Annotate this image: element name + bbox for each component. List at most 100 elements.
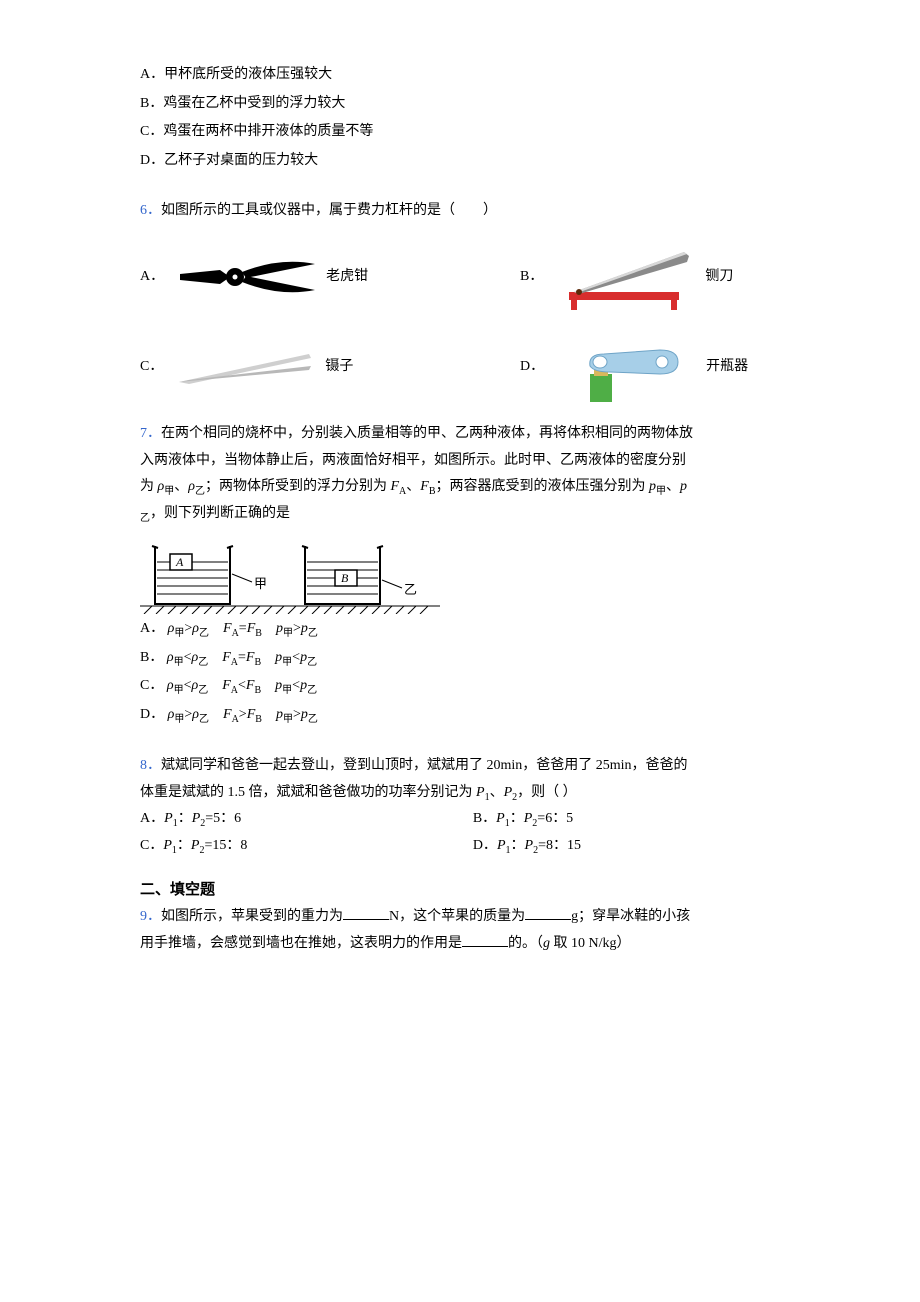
q6-block: 6．如图所示的工具或仪器中，属于费力杠杆的是（ ） A．: [140, 198, 780, 397]
q7a-rho2: ρ: [192, 621, 199, 636]
q8d-eq: =: [538, 838, 546, 853]
q7b-prel: <: [292, 650, 300, 665]
q7b-rho1: ρ: [167, 650, 174, 665]
q8-l2-tail: ，则（ ）: [517, 785, 577, 800]
q8b-val: 6：5: [545, 811, 573, 826]
beakers-icon: A 甲 B 乙: [140, 534, 440, 614]
q7-sep3: 、: [666, 479, 680, 494]
q7a-prel: >: [293, 621, 301, 636]
q6-c-letter: C．: [140, 354, 163, 381]
q7-sep2: 、: [406, 479, 420, 494]
q7b-rho2s: 乙: [198, 656, 208, 667]
q7d-rho1s: 甲: [174, 714, 184, 725]
q7-option-a: A． ρ甲>ρ乙 FA=FB p甲>p乙: [140, 616, 780, 643]
q7d-frel: >: [239, 707, 247, 722]
q7d-p2: p: [301, 707, 308, 722]
q7d-letter: D．: [140, 707, 164, 722]
q8b-eq: =: [537, 811, 545, 826]
q7a-p2s: 乙: [308, 628, 318, 639]
q7-block: 7．在两个相同的烧杯中，分别装入质量相等的甲、乙两种液体，再将体积相同的两物体放…: [140, 421, 780, 729]
q7c-prel: <: [292, 678, 300, 693]
q7-l3-p2: ；两物体所受到的浮力分别为: [205, 479, 387, 494]
beaker-a-label: A: [175, 555, 184, 569]
q7d-prel: >: [293, 707, 301, 722]
q9-blank-1: [343, 905, 389, 920]
q7-pyi-sub: 乙: [140, 513, 150, 524]
q8-P2: P: [504, 785, 513, 800]
q6-b-label: 铡刀: [705, 264, 733, 291]
q9-block: 9．如图所示，苹果受到的重力为N，这个苹果的质量为g；穿旱冰鞋的小孩 用手推墙，…: [140, 904, 780, 957]
q8-sep: 、: [490, 785, 504, 800]
q5-d-text: ．乙杯子对桌面的压力较大: [150, 153, 318, 168]
q8-number: 8．: [140, 758, 161, 773]
q8d-P1: P: [497, 838, 506, 853]
q7b-letter: B．: [140, 650, 163, 665]
q7c-p1s: 甲: [282, 685, 292, 696]
q8b-P1: P: [496, 811, 505, 826]
q7-pjia-sub: 甲: [656, 486, 666, 497]
q6-c-label: 镊子: [325, 354, 353, 381]
q7a-rho2s: 乙: [199, 628, 209, 639]
q7-l4-tail: ，则下列判断正确的是: [150, 506, 290, 521]
bottle-opener-icon: [550, 337, 700, 397]
q7b-f1s: A: [231, 656, 238, 667]
q7-stem-l2: 入两液体中，当物体静止后，两液面恰好相平，如图所示。此时甲、乙两液体的密度分别: [140, 448, 780, 475]
q7-sep1: 、: [174, 479, 188, 494]
q8-option-b: B．P1：P2=6：5: [473, 806, 780, 833]
q6-d-label: 开瓶器: [706, 354, 748, 381]
q9-blank-3: [462, 932, 508, 947]
q7a-frel: =: [239, 621, 247, 636]
q8b-P2: P: [524, 811, 533, 826]
q7b-rho1s: 甲: [174, 656, 184, 667]
pliers-icon: [170, 247, 320, 307]
q8-block: 8．斌斌同学和爸爸一起去登山，登到山顶时，斌斌用了 20min，爸爸用了 25m…: [140, 753, 780, 860]
q7b-f1: F: [222, 650, 231, 665]
beaker-jia-label: 甲: [254, 576, 267, 591]
q5-a-letter: A: [140, 67, 150, 82]
q9-g-text: 取 10 N/kg）: [550, 936, 631, 951]
q6-b-letter: B．: [520, 264, 543, 291]
q8-l2-p1: 体重是斌斌的 1.5 倍，斌斌和爸爸做功的功率分别记为: [140, 785, 473, 800]
q7a-f1s: A: [232, 628, 239, 639]
q7b-p1s: 甲: [282, 656, 292, 667]
q8-stem-l2: 体重是斌斌的 1.5 倍，斌斌和爸爸做功的功率分别记为 P1、P2，则（ ）: [140, 780, 780, 807]
q7d-f1s: A: [232, 714, 239, 725]
q8a-letter: A．: [140, 811, 164, 826]
q9-l1-p1: 如图所示，苹果受到的重力为: [161, 909, 343, 924]
q7-l3-p3: ；两容器底受到的液体压强分别为: [436, 479, 646, 494]
q7c-letter: C．: [140, 678, 163, 693]
q7-number: 7．: [140, 426, 161, 441]
q5-c-text: ．鸡蛋在两杯中排开液体的质量不等: [149, 124, 373, 139]
q7-pjia: p: [649, 479, 656, 494]
q6-stem: 如图所示的工具或仪器中，属于费力杠杆的是（ ）: [161, 203, 497, 218]
q7-option-c: C． ρ甲<ρ乙 FA<FB p甲<p乙: [140, 673, 780, 700]
beaker-b-label: B: [341, 571, 349, 585]
paper-cutter-icon: [549, 247, 699, 307]
q7-pyi: p: [680, 479, 687, 494]
q7-rho-yi: ρ: [188, 479, 195, 494]
q7d-rho2s: 乙: [199, 714, 209, 725]
q7d-f2s: B: [255, 714, 262, 725]
q8-option-a: A．P1：P2=5：6: [140, 806, 447, 833]
q8a-val: 5：6: [213, 811, 241, 826]
q7-rho-jia-sub: 甲: [164, 486, 174, 497]
q5-c-letter: C: [140, 124, 149, 139]
q8d-letter: D．: [473, 838, 497, 853]
q6-number: 6．: [140, 203, 161, 218]
q9-l2-tail: 的。（: [508, 936, 543, 951]
q6-a-label: 老虎钳: [326, 264, 368, 291]
q6-choice-row-1: A． 老虎钳 B．: [140, 247, 780, 307]
q8a-P1: P: [164, 811, 173, 826]
q7a-p1s: 甲: [283, 628, 293, 639]
q8-option-c: C．P1：P2=15：8: [140, 833, 447, 860]
q8a-P2: P: [192, 811, 201, 826]
q7b-frel: =: [238, 650, 246, 665]
q7-stem-l1: 在两个相同的烧杯中，分别装入质量相等的甲、乙两种液体，再将体积相同的两物体放: [161, 426, 693, 441]
q6-d-letter: D．: [520, 354, 544, 381]
q5-b-letter: B: [140, 96, 149, 111]
q7d-p2s: 乙: [308, 714, 318, 725]
q7d-p1s: 甲: [283, 714, 293, 725]
q7c-frel: <: [238, 678, 246, 693]
q8c-letter: C．: [140, 838, 163, 853]
q7-stem-l4: 乙，则下列判断正确的是: [140, 501, 780, 528]
